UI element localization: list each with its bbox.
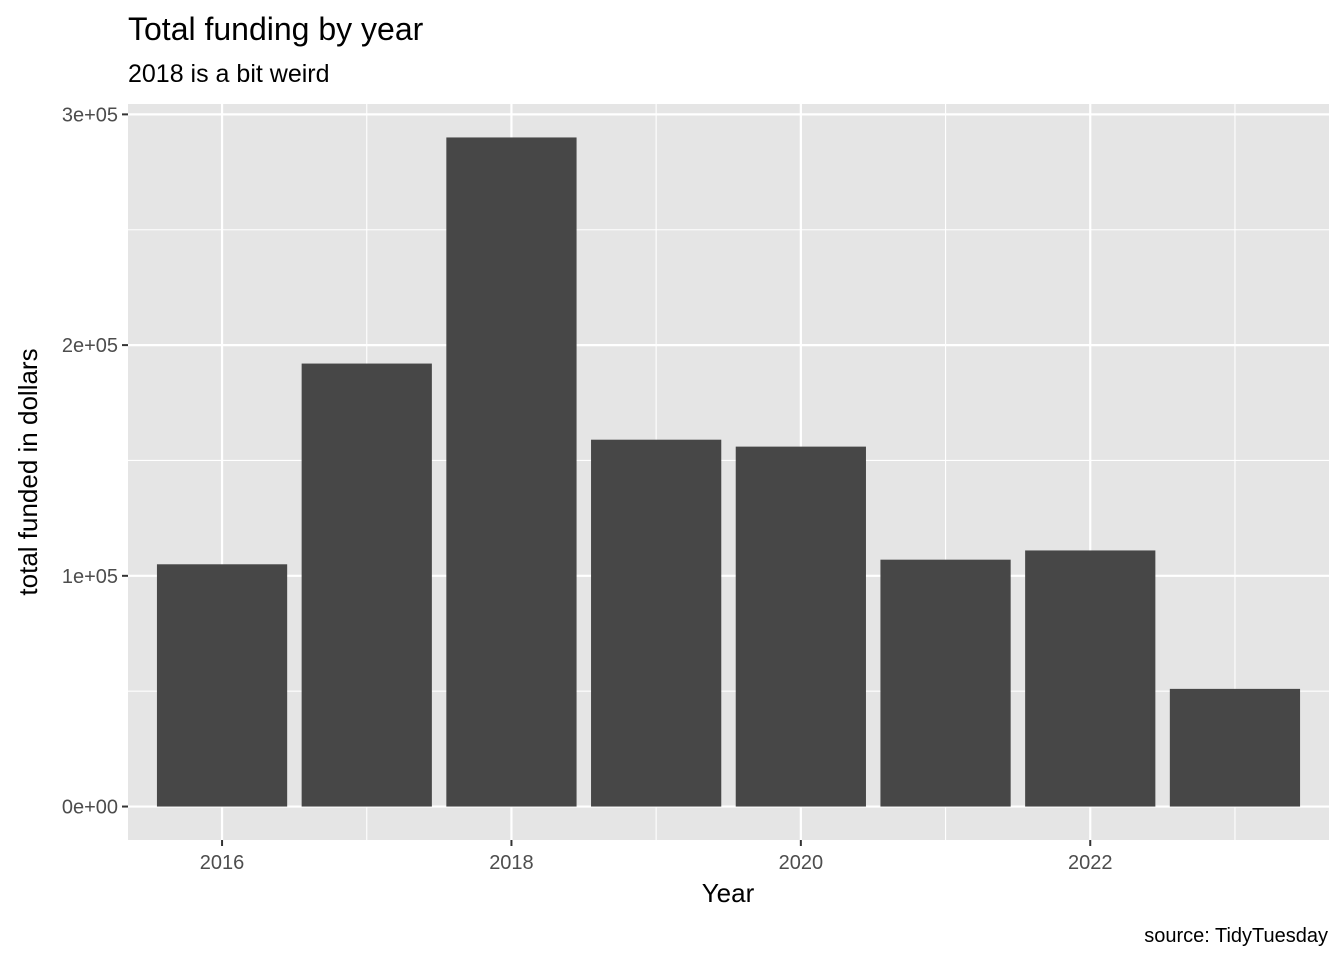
chart-caption: source: TidyTuesday <box>1144 925 1328 947</box>
chart-subtitle: 2018 is a bit weird <box>128 60 330 88</box>
y-axis: 0e+00 1e+05 2e+05 3e+05 <box>62 104 128 819</box>
x-tick-label: 2016 <box>200 852 245 874</box>
bars <box>156 137 1301 807</box>
bar-2019 <box>591 439 722 807</box>
bar-2022 <box>1025 550 1156 807</box>
x-tick-label: 2022 <box>1068 852 1113 874</box>
bar-2023 <box>1169 688 1301 807</box>
bar-2016 <box>156 564 288 807</box>
chart-title: Total funding by year <box>128 11 424 47</box>
bar-2021 <box>880 559 1011 807</box>
x-tick-label: 2020 <box>779 852 824 874</box>
y-tick-label: 1e+05 <box>62 566 118 588</box>
x-axis: 2016 2018 2020 2022 <box>200 840 1113 874</box>
y-tick-label: 2e+05 <box>62 335 118 357</box>
x-tick-label: 2018 <box>489 852 534 874</box>
x-axis-title: Year <box>702 878 755 908</box>
bar-2018 <box>446 137 577 807</box>
y-tick-label: 3e+05 <box>62 104 118 126</box>
y-axis-title: total funded in dollars <box>13 348 43 595</box>
bar-2020 <box>735 446 866 807</box>
bar-2017 <box>301 363 432 807</box>
y-tick-label: 0e+00 <box>62 797 118 819</box>
